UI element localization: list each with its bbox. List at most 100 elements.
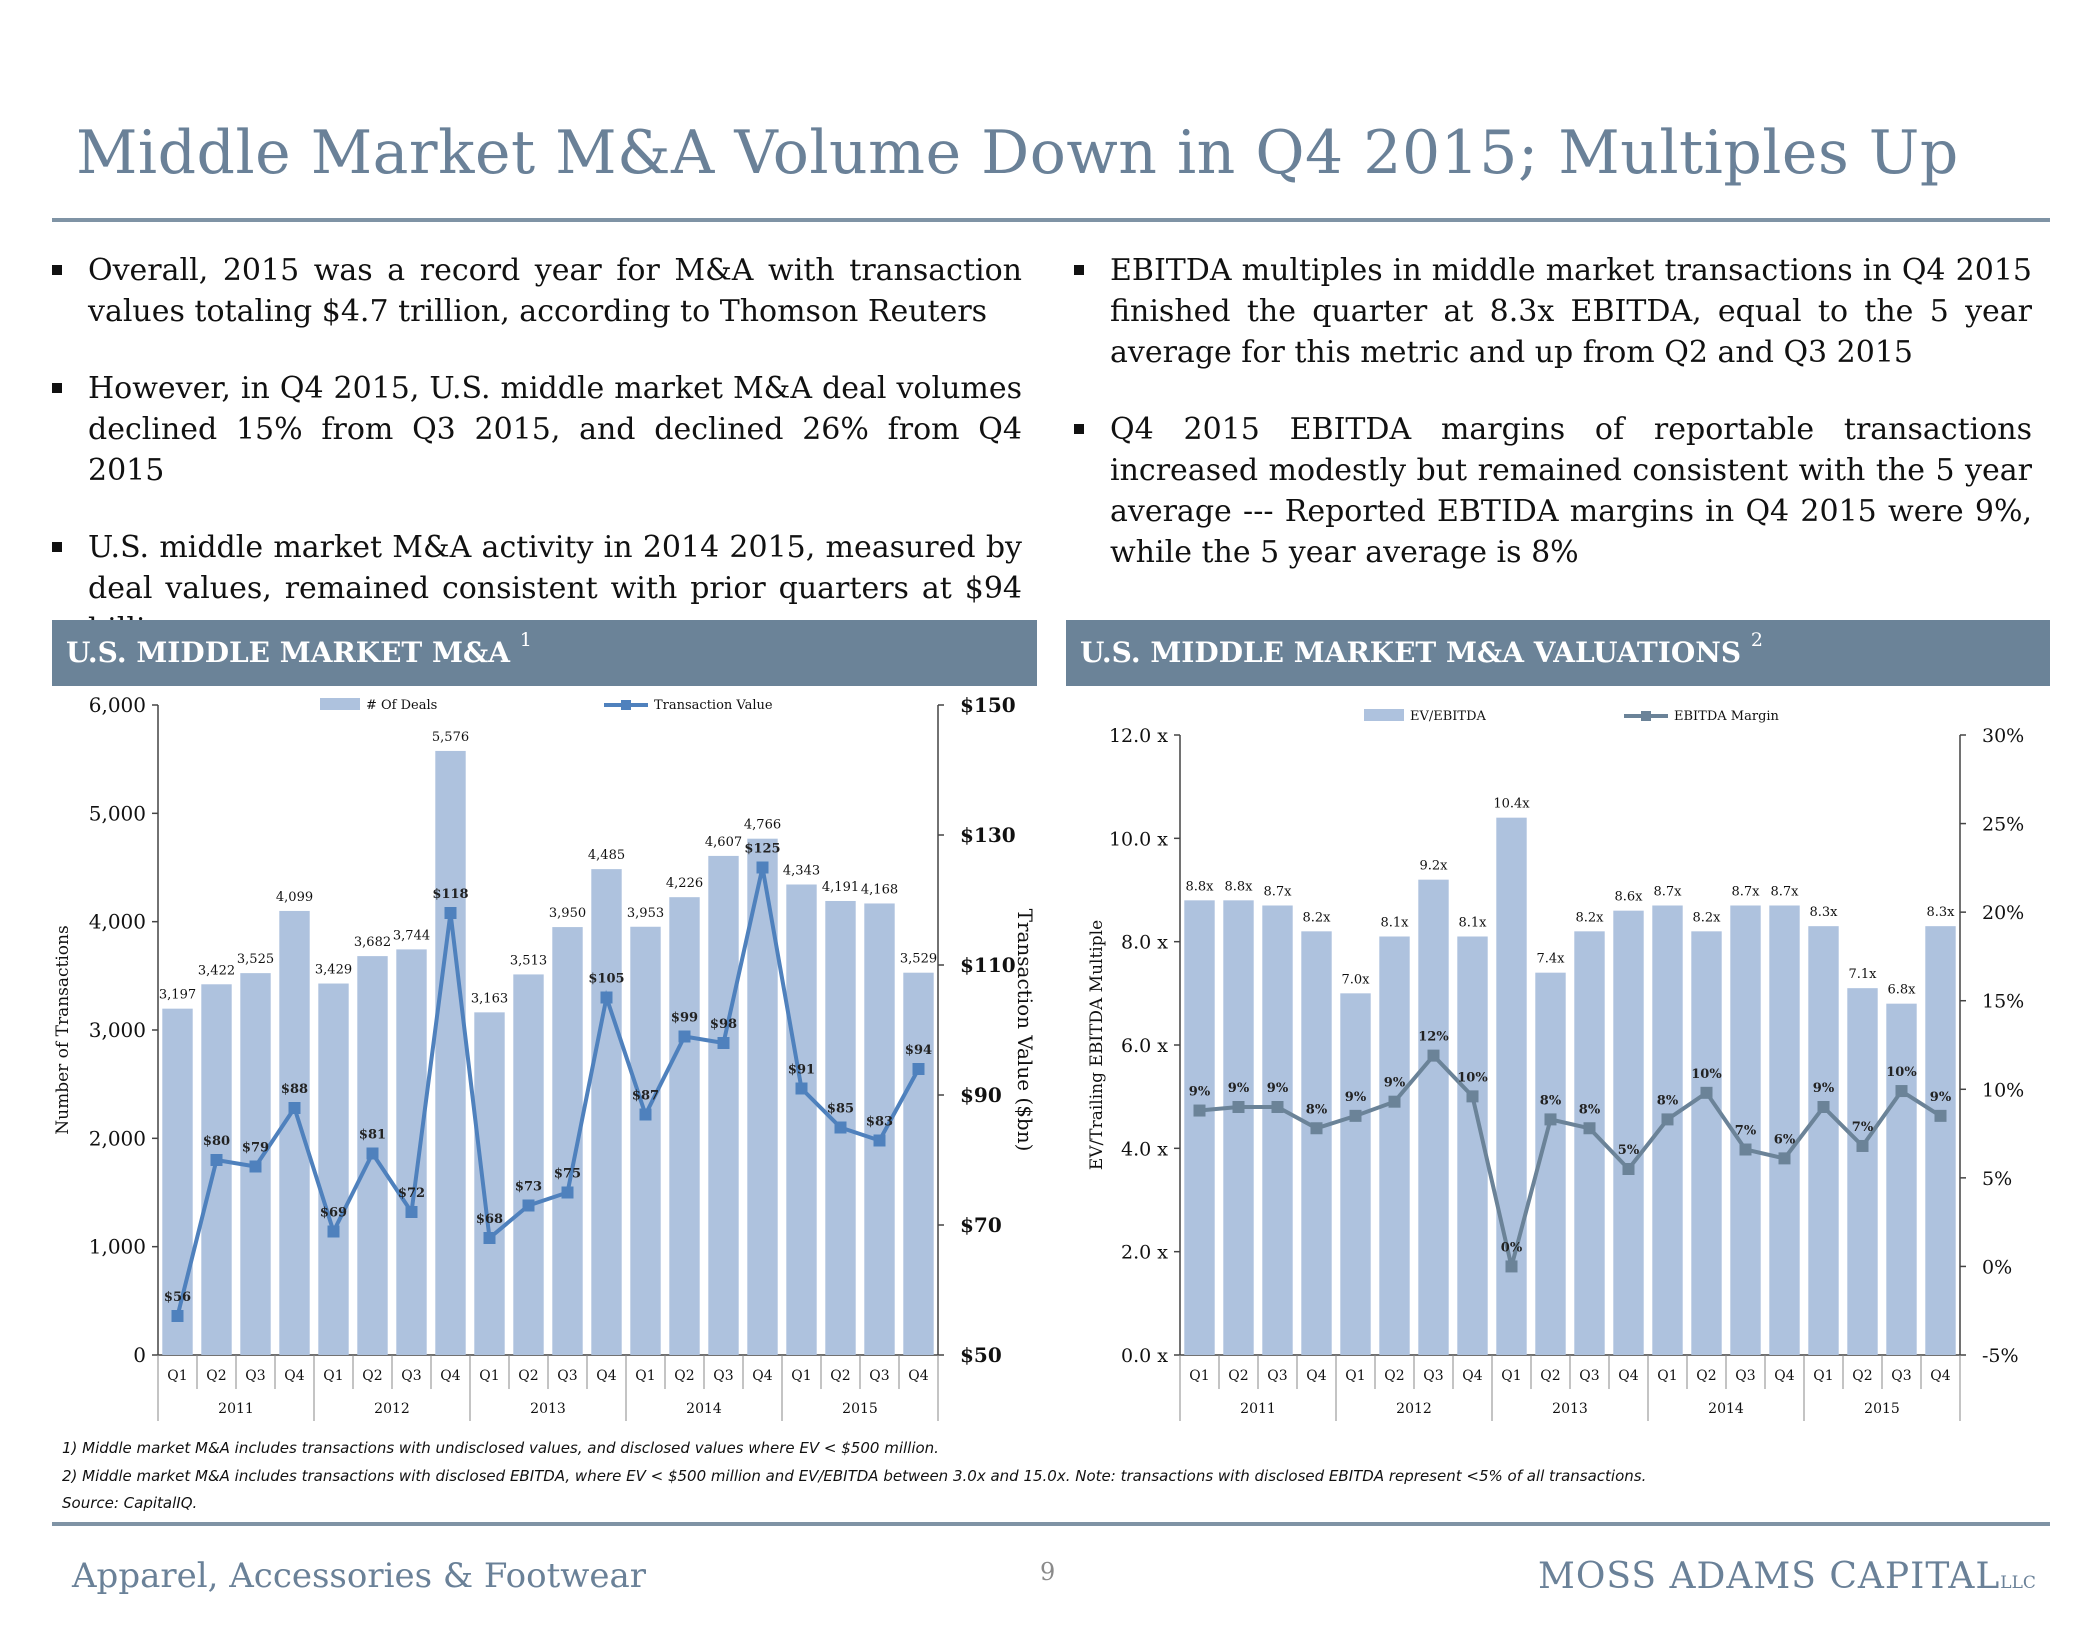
line-value-label: 7% xyxy=(1735,1124,1757,1139)
line-value-label: 9% xyxy=(1930,1090,1952,1105)
x-tick-label: Q4 xyxy=(908,1368,928,1384)
y-tick-label: 4.0 x xyxy=(1121,1138,1168,1160)
legend-label: EBITDA Margin xyxy=(1674,709,1780,724)
year-label: 2013 xyxy=(1552,1401,1588,1417)
x-tick-label: Q2 xyxy=(1384,1368,1404,1384)
year-label: 2015 xyxy=(1864,1401,1900,1417)
line-marker xyxy=(522,1199,535,1212)
x-tick-label: Q3 xyxy=(1579,1368,1599,1384)
bar-value-label: 3,422 xyxy=(198,963,235,978)
bar-value-label: 8.2x xyxy=(1302,910,1331,925)
line-value-label: $98 xyxy=(710,1017,737,1032)
y2-tick-label: $130 xyxy=(960,823,1016,847)
bar-value-label: 8.3x xyxy=(1926,905,1955,920)
bar xyxy=(1691,931,1722,1355)
legend-swatch xyxy=(1364,709,1404,721)
line-marker xyxy=(912,1063,925,1075)
legend-marker xyxy=(621,700,631,710)
bar xyxy=(1613,910,1644,1355)
line-value-label: 8% xyxy=(1657,1093,1679,1108)
source-note: Source: CapitalIQ. xyxy=(62,1494,198,1512)
bar-value-label: 8.2x xyxy=(1575,910,1604,925)
bar xyxy=(513,974,544,1355)
bar-value-label: 3,682 xyxy=(354,935,391,950)
bar xyxy=(1262,905,1293,1355)
bar xyxy=(435,750,466,1355)
line-marker xyxy=(1622,1163,1635,1175)
bar-value-label: 5,576 xyxy=(432,730,469,745)
line-marker xyxy=(1349,1109,1362,1122)
bar xyxy=(1418,879,1449,1355)
bar-value-label: 3,513 xyxy=(510,953,547,968)
line-value-label: $69 xyxy=(320,1206,347,1221)
x-tick-label: Q3 xyxy=(245,1368,265,1384)
company-logo: MOSS ADAMS CAPITALLLC xyxy=(1538,1556,2036,1597)
line-marker xyxy=(600,991,613,1004)
x-tick-label: Q2 xyxy=(674,1368,694,1384)
bar-value-label: 3,953 xyxy=(627,906,664,921)
line-marker xyxy=(1388,1095,1401,1108)
line-marker xyxy=(366,1147,379,1160)
line-value-label: $75 xyxy=(554,1167,581,1182)
panel-title: U.S. MIDDLE MARKET M&A VALUATIONS xyxy=(1080,636,1742,669)
footer-section-title: Apparel, Accessories & Footwear xyxy=(72,1556,646,1596)
bar xyxy=(1184,900,1215,1355)
panel-header-deals: U.S. MIDDLE MARKET M&A 1 xyxy=(52,620,1037,686)
bar xyxy=(1886,1003,1917,1355)
x-tick-label: Q2 xyxy=(1696,1368,1716,1384)
year-label: 2011 xyxy=(1240,1401,1276,1417)
line-value-label: $72 xyxy=(398,1186,425,1201)
bar-value-label: 4,607 xyxy=(705,835,742,850)
line-value-label: $118 xyxy=(432,887,468,902)
line-marker xyxy=(171,1310,184,1322)
bar-value-label: 8.7x xyxy=(1731,885,1760,900)
bar-value-label: 3,429 xyxy=(315,963,352,978)
line-marker xyxy=(288,1102,301,1114)
footnote-2: 2) Middle market M&A includes transactio… xyxy=(62,1467,1647,1485)
bullet-item: Q4 2015 EBITDA margins of reportable tra… xyxy=(1072,409,2032,573)
line-marker xyxy=(678,1030,691,1043)
bar-value-label: 3,525 xyxy=(237,952,274,967)
line-value-label: 10% xyxy=(1691,1067,1722,1082)
bar xyxy=(864,903,895,1355)
line-marker xyxy=(834,1121,847,1134)
line-value-label: $68 xyxy=(476,1212,503,1227)
line-marker xyxy=(756,861,769,874)
x-tick-label: Q4 xyxy=(752,1368,772,1384)
bar xyxy=(1496,817,1527,1355)
y-tick-label: 2,000 xyxy=(89,1126,146,1150)
y2-tick-label: $150 xyxy=(960,693,1016,717)
y-tick-label: 6,000 xyxy=(89,693,146,717)
x-tick-label: Q2 xyxy=(1540,1368,1560,1384)
y-tick-label: 12.0 x xyxy=(1109,725,1168,747)
footer-divider xyxy=(52,1522,2050,1526)
x-tick-label: Q1 xyxy=(1345,1368,1365,1384)
line-marker xyxy=(1193,1104,1206,1117)
bullets-right: EBITDA multiples in middle market transa… xyxy=(1072,250,2032,609)
year-label: 2014 xyxy=(686,1401,722,1417)
bullet-item: However, in Q4 2015, U.S. middle market … xyxy=(50,368,1022,491)
x-tick-label: Q3 xyxy=(869,1368,889,1384)
bar xyxy=(1730,905,1761,1355)
y-tick-label: 1,000 xyxy=(89,1235,146,1259)
x-tick-label: Q1 xyxy=(791,1368,811,1384)
y2-tick-label: 20% xyxy=(1982,902,2024,924)
y2-tick-label: $90 xyxy=(960,1083,1002,1107)
y2-tick-label: 5% xyxy=(1982,1168,2012,1190)
line-marker xyxy=(1700,1086,1713,1099)
logo-text: MOSS ADAMS CAPITAL xyxy=(1538,1556,2001,1597)
line-value-label: $85 xyxy=(827,1102,854,1117)
x-tick-label: Q2 xyxy=(830,1368,850,1384)
series-line xyxy=(175,867,921,1317)
bar xyxy=(474,1012,505,1355)
bar-value-label: 3,529 xyxy=(900,952,937,967)
bar xyxy=(786,884,817,1355)
y2-tick-label: $70 xyxy=(960,1213,1002,1237)
bar xyxy=(1769,905,1800,1355)
line-marker xyxy=(873,1134,886,1147)
bar-value-label: 4,191 xyxy=(822,880,859,895)
y2-tick-label: 15% xyxy=(1982,991,2024,1013)
bar xyxy=(1340,993,1371,1355)
y-tick-label: 4,000 xyxy=(89,910,146,934)
line-marker xyxy=(1817,1101,1830,1113)
